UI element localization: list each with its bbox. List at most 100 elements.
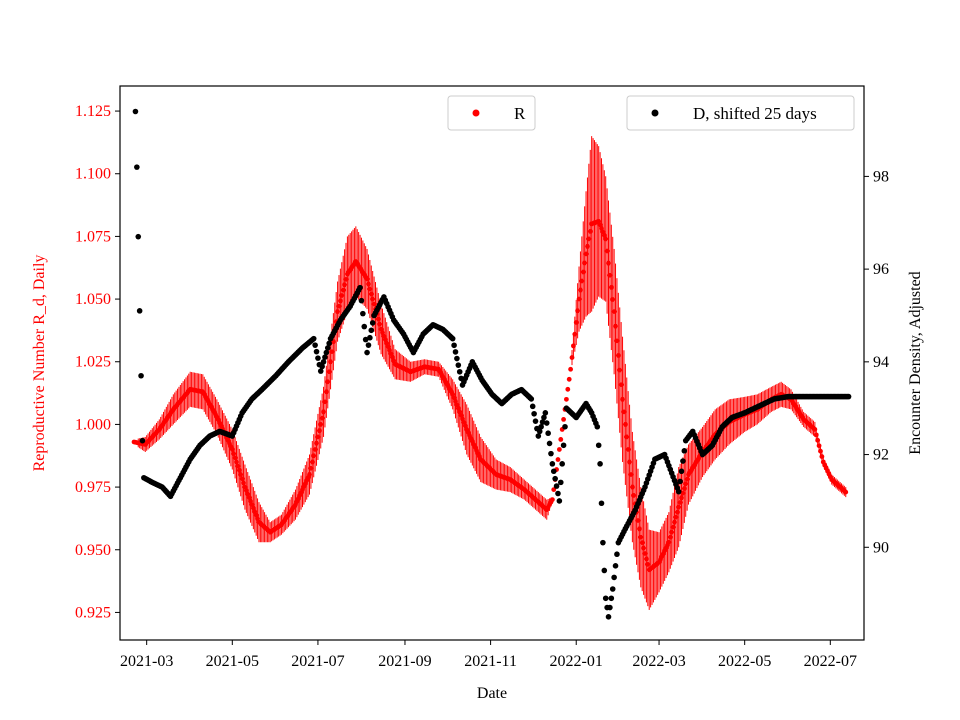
d-point — [556, 498, 563, 504]
d-point — [601, 567, 608, 574]
d-point — [310, 335, 317, 342]
d-point — [360, 310, 366, 317]
d-point — [319, 363, 325, 370]
d-point — [322, 354, 328, 361]
y-right-tick-label: 94 — [873, 354, 889, 371]
y-right-tick-label: 98 — [873, 168, 889, 185]
legend-d-marker — [651, 109, 659, 117]
d-point — [536, 428, 543, 435]
d-point — [612, 563, 619, 569]
plot-frame — [119, 85, 865, 641]
d-point — [607, 604, 613, 611]
d-point — [362, 336, 369, 343]
d-point — [675, 488, 682, 495]
x-tick-label: 2022-03 — [632, 653, 685, 670]
legend-r-marker — [472, 109, 480, 117]
x-tick-label: 2021-07 — [291, 653, 344, 670]
d-point — [454, 355, 460, 362]
d-point — [611, 574, 617, 581]
d-point — [559, 461, 565, 467]
d-point — [557, 479, 564, 486]
r-point — [549, 497, 555, 503]
x-tick-label: 2021-09 — [378, 653, 431, 670]
d-point — [529, 403, 536, 410]
r-point — [561, 417, 566, 422]
d-point — [538, 423, 544, 430]
y-axis-left-label: Reproductive Number R_d, Daily — [31, 255, 48, 472]
d-point — [553, 483, 560, 489]
legend-r: R — [447, 95, 536, 131]
x-tick-label: 2021-11 — [464, 653, 517, 670]
x-tick-label: 2022-05 — [718, 653, 771, 670]
d-point — [452, 349, 459, 355]
d-point — [541, 414, 547, 421]
d-point — [528, 396, 535, 402]
d-point — [681, 448, 688, 454]
x-tick-label: 2022-07 — [804, 653, 857, 670]
y-left-tick-label: 1.125 — [75, 103, 111, 120]
d-point — [678, 468, 685, 475]
d-point — [132, 108, 139, 115]
d-point — [134, 164, 140, 170]
r-point — [556, 447, 562, 452]
d-point — [324, 345, 331, 351]
r-point — [555, 457, 561, 462]
d-point — [357, 284, 363, 291]
d-point — [545, 430, 551, 437]
r-point — [564, 396, 569, 402]
d-point — [312, 342, 318, 348]
d-point — [532, 418, 539, 424]
d-point — [543, 420, 550, 426]
d-point — [323, 349, 330, 356]
y-right-tick-label: 92 — [873, 447, 889, 464]
r-point — [843, 489, 849, 495]
y-axis-left: 0.925 0.950 0.975 1.000 1.025 1.050 1.075 1.100… — [75, 103, 120, 621]
d-point — [456, 368, 463, 375]
legend-r-frame — [447, 95, 536, 131]
d-point — [552, 475, 558, 482]
d-point — [555, 490, 561, 497]
d-point — [562, 423, 568, 430]
d-point — [595, 442, 602, 449]
d-point — [326, 340, 332, 347]
d-point — [546, 440, 553, 447]
d-point — [609, 586, 616, 592]
d-point — [605, 614, 612, 620]
d-point — [358, 297, 365, 304]
r-point — [551, 487, 557, 492]
d-point — [138, 372, 144, 379]
r-point — [558, 437, 564, 442]
d-point — [550, 468, 557, 475]
d-point — [539, 419, 546, 425]
y-left-tick-label: 0.975 — [75, 479, 111, 496]
d-point — [139, 437, 146, 444]
y-left-tick-label: 0.950 — [75, 542, 111, 559]
d-point — [549, 461, 556, 467]
d-point — [315, 355, 321, 361]
d-point — [560, 442, 567, 449]
d-point — [361, 323, 368, 330]
legend-d-frame — [626, 95, 855, 131]
y-left-tick-label: 1.025 — [75, 354, 111, 371]
d-point — [542, 410, 549, 416]
d-point — [597, 461, 603, 467]
d-point — [845, 393, 852, 400]
y-left-tick-label: 1.100 — [75, 166, 111, 183]
r-point — [565, 386, 571, 392]
y-right-tick-label: 96 — [873, 261, 889, 278]
y-left-tick-label: 1.000 — [75, 416, 111, 433]
d-point — [135, 233, 142, 240]
d-point — [614, 551, 620, 558]
d-point — [320, 359, 327, 365]
d-point — [602, 595, 609, 602]
x-tick-label: 2022-01 — [550, 653, 603, 670]
y-axis-right-label: Encounter Density, Adjusted — [907, 271, 924, 454]
d-point — [449, 335, 456, 342]
d-point — [367, 334, 373, 341]
legend-d-label: D, shifted 25 days — [693, 104, 817, 123]
d-point — [598, 500, 605, 507]
d-point — [548, 450, 554, 457]
y-left-tick-label: 1.050 — [75, 291, 111, 308]
d-point — [531, 410, 537, 417]
